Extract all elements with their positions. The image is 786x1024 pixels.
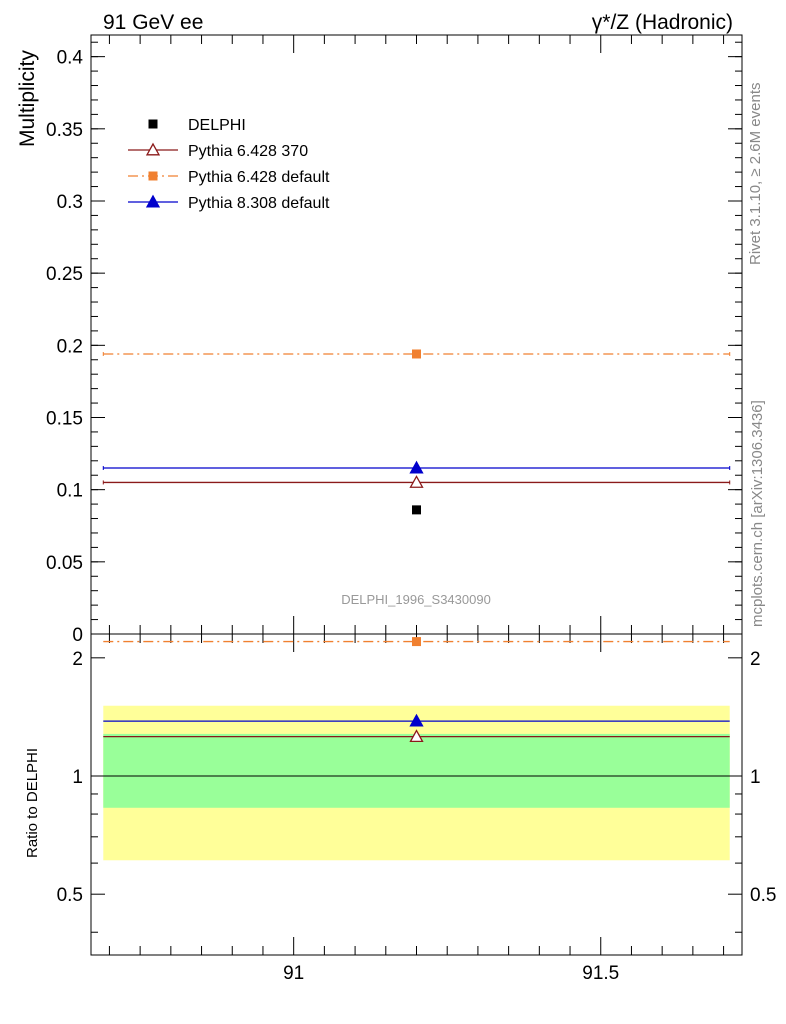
main-point-data <box>412 505 421 515</box>
main-y-tick-label: 0.1 <box>57 481 83 502</box>
ratio-point-p8_default <box>409 713 424 727</box>
main-y-tick-label: 0.2 <box>57 336 83 357</box>
main-y-tick-label: 0.25 <box>46 264 83 285</box>
x-tick-label: 91.5 <box>582 963 619 984</box>
ratio-y-tick-label: 0.5 <box>57 885 83 906</box>
main-point-p8_default <box>409 460 424 474</box>
x-tick-label: 91 <box>283 963 304 984</box>
legend-label-p6_370: Pythia 6.428 370 <box>188 143 308 160</box>
main-y-tick-label: 0.3 <box>57 192 83 213</box>
main-point-p6_370 <box>409 475 424 488</box>
ratio-y-tick-label: 2 <box>72 649 83 670</box>
ratio-point-p6_default <box>412 637 421 647</box>
ratio-point-p6_370 <box>409 729 424 743</box>
main-y-tick-label: 0.15 <box>46 408 83 429</box>
main-y-tick-label: 0.4 <box>57 48 84 69</box>
rivet-version-label: Rivet 3.1.10, ≥ 2.6M events <box>747 83 764 266</box>
legend: DELPHI Pythia 6.428 370 Pythia 6.428 defau… <box>128 117 330 212</box>
legend-marker-p6_default <box>148 171 158 181</box>
main-plot-area: 0 0.05 0.1 0.15 0.2 0.25 0.3 0.35 0.4 <box>46 35 742 646</box>
ratio-plot-panel: 0.5 0.5 1 1 2 2 91 91.5 Ratio to DELPHI <box>24 633 776 984</box>
legend-marker-p6_370 <box>145 142 161 156</box>
legend-marker-p8_default <box>145 194 161 208</box>
main-point-p6_default <box>412 349 421 359</box>
main-plot-panel: 0 0.05 0.1 0.15 0.2 0.25 0.3 0.35 0.4 DELPHI_199… <box>16 34 743 646</box>
ratio-band-inner <box>103 733 730 808</box>
header-right-label: γ*/Z (Hadronic) <box>592 11 733 34</box>
main-y-tick-label: 0.05 <box>46 553 83 574</box>
header-left-label: 91 GeV ee <box>103 11 203 34</box>
ratio-y-axis-label: Ratio to DELPHI <box>24 748 41 858</box>
analysis-id-label: DELPHI_1996_S3430090 <box>341 592 491 607</box>
ratio-y-tick-label-right: 1 <box>750 767 761 788</box>
legend-label-data: DELPHI <box>188 117 246 134</box>
ratio-y-tick-label-right: 0.5 <box>750 885 776 906</box>
legend-label-p6_default: Pythia 6.428 default <box>188 169 330 186</box>
main-y-axis-label: Multiplicity <box>16 50 39 147</box>
ratio-y-tick-label: 1 <box>72 767 83 788</box>
ratio-y-tick-label-right: 2 <box>750 649 761 670</box>
mcplots-label: mcplots.cern.ch [arXiv:1306.3436] <box>749 400 766 627</box>
main-y-tick-label: 0 <box>72 625 83 646</box>
ratio-plot-frame <box>90 633 743 956</box>
main-y-tick-label: 0.35 <box>46 120 83 141</box>
ratio-plot-area: 0.5 0.5 1 1 2 2 91 91.5 <box>57 634 776 984</box>
legend-label-p8_default: Pythia 8.308 default <box>188 195 330 212</box>
legend-marker-data <box>148 119 158 129</box>
